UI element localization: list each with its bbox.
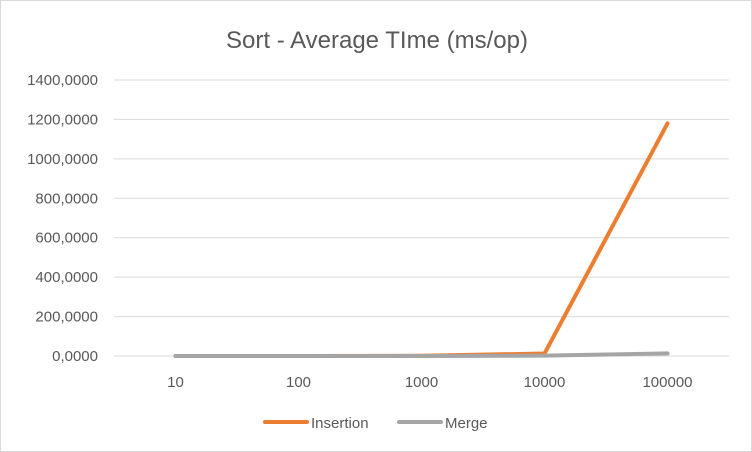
x-tick-label: 1000 xyxy=(405,374,438,391)
legend-item-merge: Merge xyxy=(397,415,488,432)
legend-label: Insertion xyxy=(311,415,369,432)
x-tick-label: 10000 xyxy=(524,374,566,391)
gridlines xyxy=(114,79,729,357)
x-tick-label: 10 xyxy=(167,374,184,391)
legend: Insertion Merge xyxy=(263,415,488,432)
series-line-merge xyxy=(173,351,670,358)
legend-item-insertion: Insertion xyxy=(263,415,369,432)
y-tick-label: 0,0000 xyxy=(52,348,98,365)
y-tick-label: 200,0000 xyxy=(35,309,98,326)
series-lines xyxy=(173,121,670,358)
y-tick-label: 800,0000 xyxy=(35,190,98,207)
y-tick-label: 400,0000 xyxy=(35,269,98,286)
y-tick-label: 600,0000 xyxy=(35,230,98,247)
x-tick-label: 100000 xyxy=(642,374,692,391)
x-tick-label: 100 xyxy=(286,374,311,391)
legend-label: Merge xyxy=(445,415,488,432)
y-tick-label: 1400,0000 xyxy=(27,72,98,89)
x-axis-tick-labels: 10 100 1000 10000 100000 xyxy=(167,374,692,391)
y-tick-label: 1200,0000 xyxy=(27,111,98,128)
chart-title: Sort - Average TIme (ms/op) xyxy=(226,27,528,54)
y-tick-label: 1000,0000 xyxy=(27,151,98,168)
series-line-insertion xyxy=(173,121,670,358)
y-axis-tick-labels: 0,0000 200,0000 400,0000 600,0000 800,0000 10… xyxy=(27,72,98,365)
